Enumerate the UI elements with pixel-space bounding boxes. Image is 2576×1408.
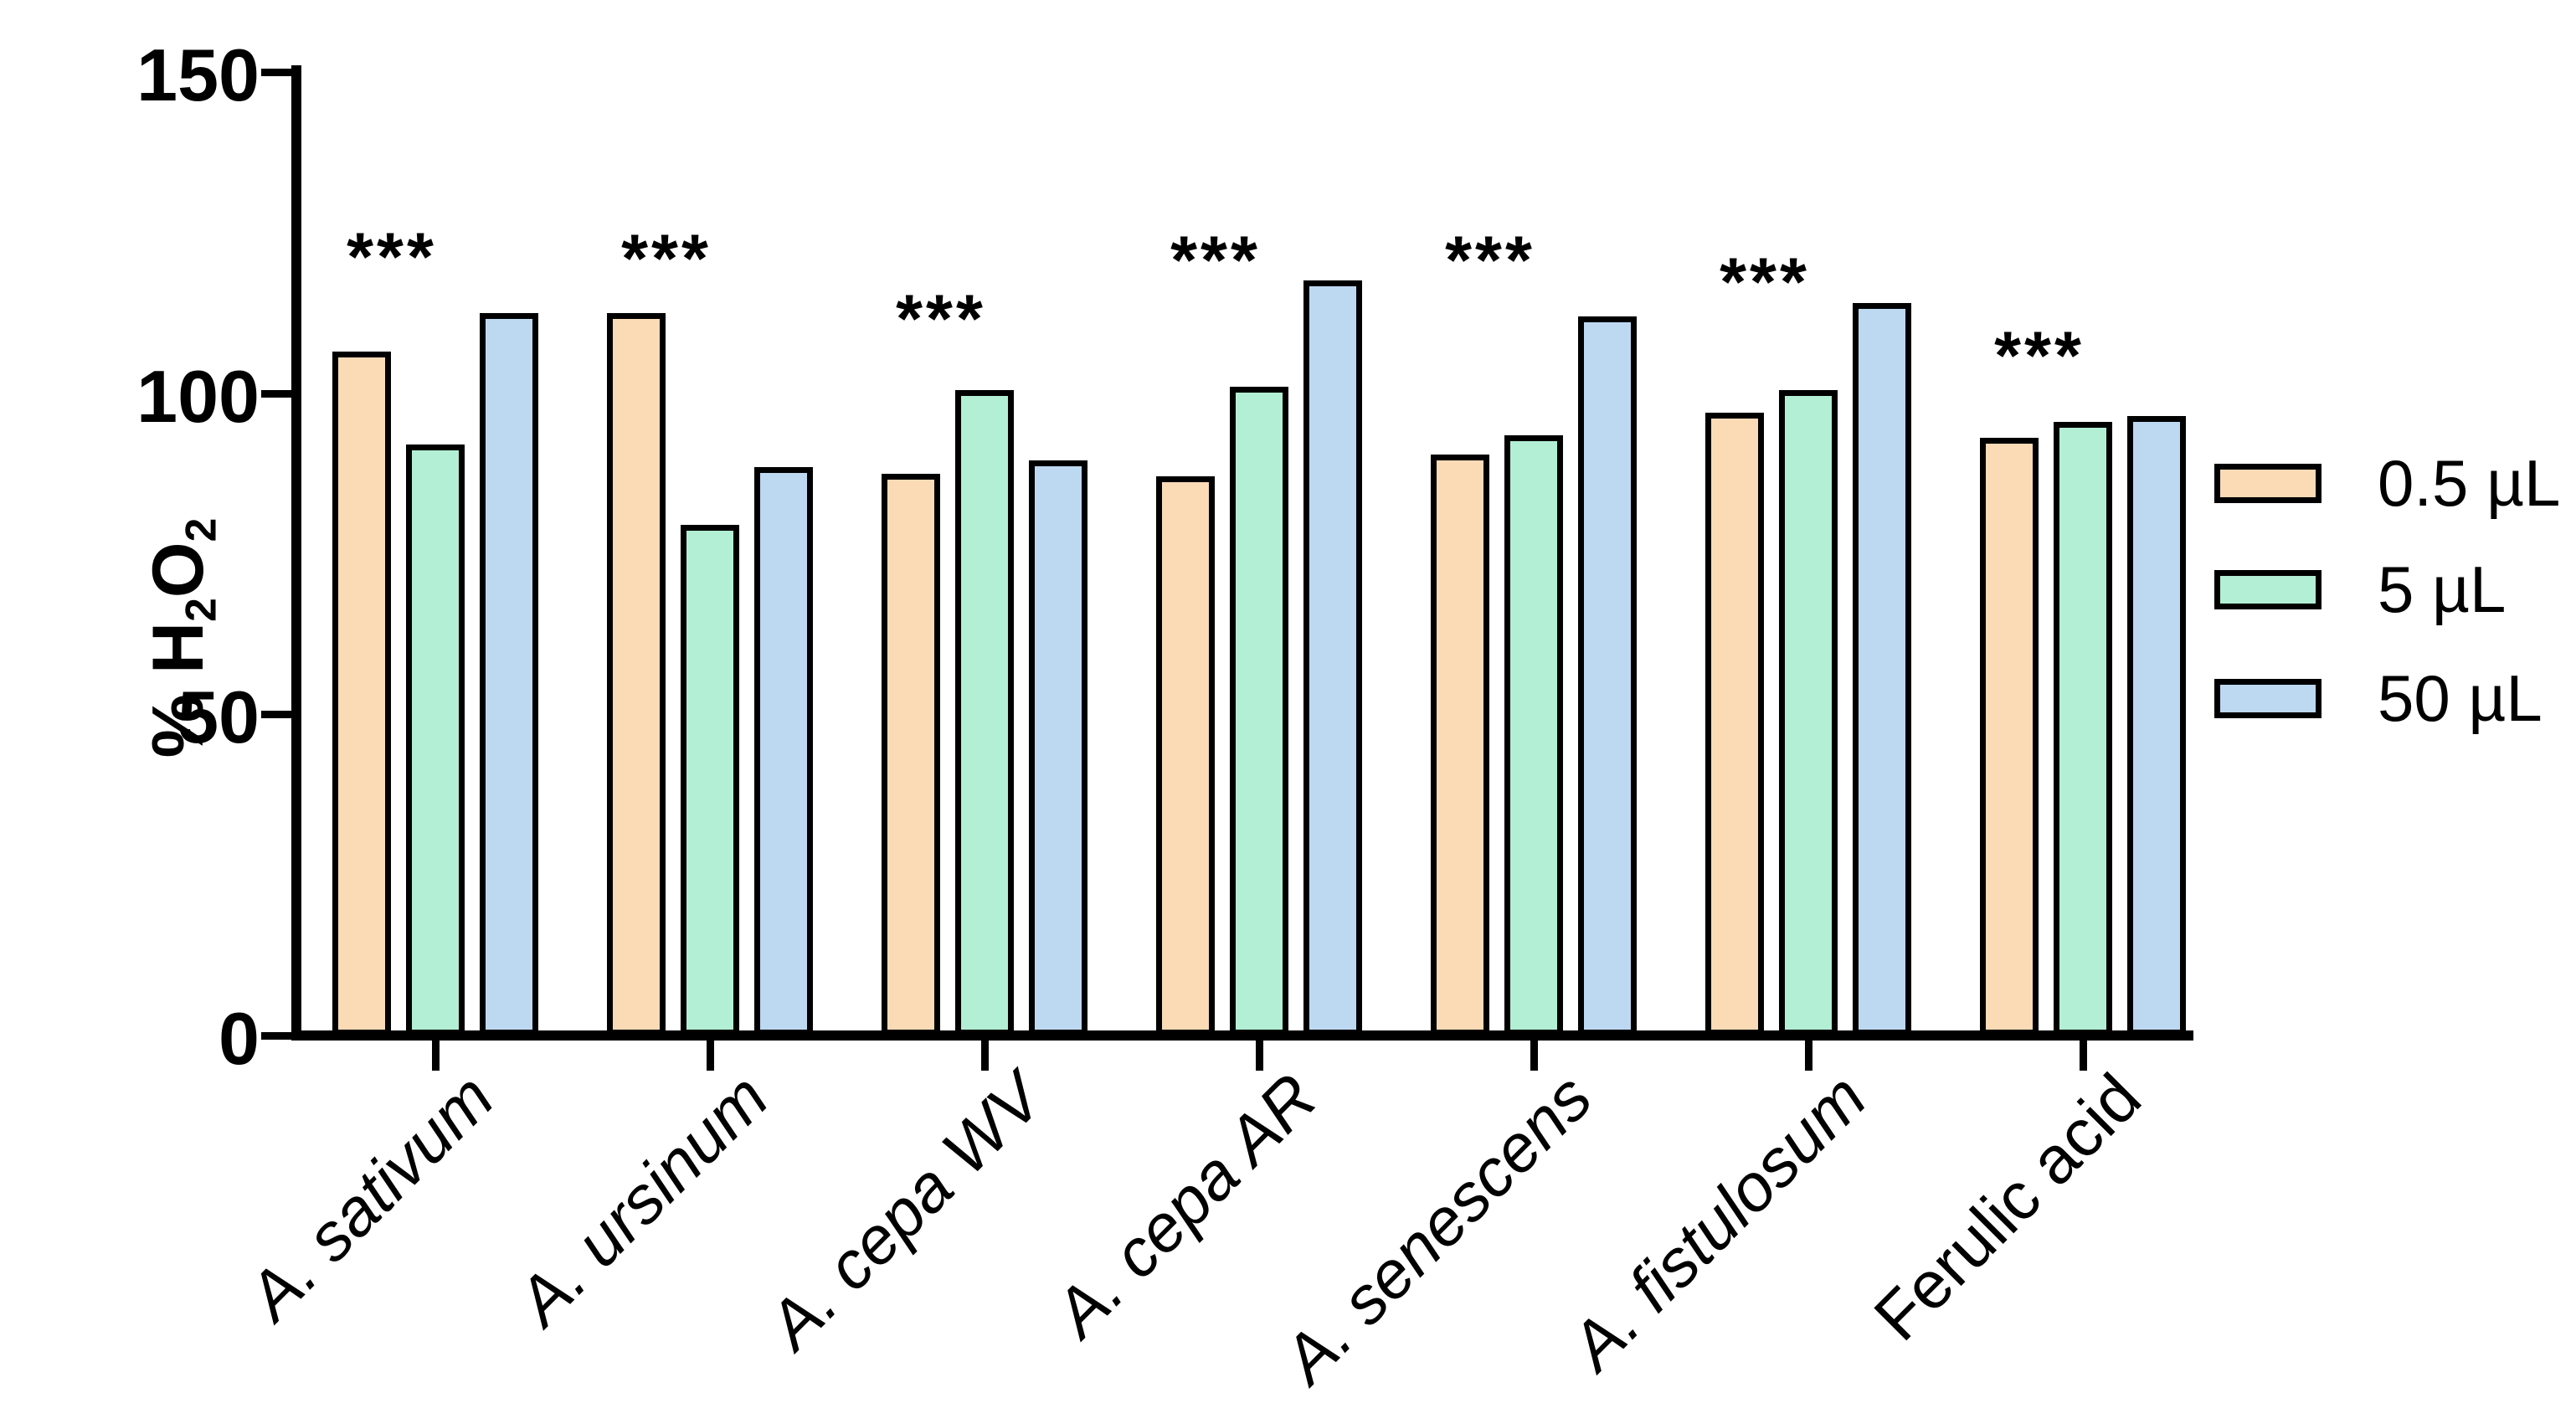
bar [1779,389,1838,1035]
x-tick [1256,1041,1263,1071]
x-tick [432,1041,440,1071]
significance-stars: *** [1445,223,1535,299]
y-tick [261,389,291,398]
y-tick [261,711,291,719]
y-axis-title-subscript: 2 [176,598,225,622]
x-tick [707,1041,714,1071]
x-category-label: Ferulic acid [1859,1059,2155,1355]
bar [882,473,940,1035]
legend-label: 0.5 µL [2378,446,2561,520]
bar [955,389,1014,1035]
bar [1578,316,1637,1035]
bar [1504,434,1563,1035]
bar [607,312,666,1035]
legend-swatch [2214,464,2321,503]
bar [1431,454,1489,1035]
x-category-label: A. sativum [233,1059,507,1333]
y-tick-label: 100 [136,354,260,438]
legend-label: 50 µL [2378,661,2543,735]
y-axis-line [291,65,301,1041]
bar [1230,387,1288,1035]
x-category-label: A. fistulosum [1556,1059,1880,1384]
legend-label: 5 µL [2378,552,2507,626]
significance-stars: *** [621,221,712,297]
y-tick-label: 50 [177,676,260,759]
bar [2127,415,2186,1035]
bar [1303,280,1362,1035]
bar [1156,476,1215,1035]
legend-swatch [2214,679,2321,718]
bar [2054,422,2112,1035]
x-tick [2080,1041,2087,1071]
x-category-label: A. ursinum [502,1059,782,1339]
y-tick-label: 0 [219,997,260,1080]
x-category-label: A. cepa WV [753,1059,1057,1363]
significance-stars: *** [896,281,986,357]
bar [681,524,739,1035]
x-category-label: A. cepa AR [1040,1059,1331,1350]
x-tick [1805,1041,1812,1071]
x-tick [981,1041,989,1071]
significance-stars: *** [1994,318,2085,394]
bar [332,351,391,1035]
x-tick [1530,1041,1538,1071]
bar [1853,303,1911,1035]
significance-stars: *** [347,219,437,295]
bar [406,444,465,1035]
y-tick [261,69,291,77]
y-tick-label: 150 [136,33,260,117]
bar [480,312,538,1035]
significance-stars: *** [1170,223,1261,299]
y-axis-title-text: O [138,542,219,599]
bar [1980,438,2039,1035]
y-tick [261,1032,291,1040]
y-axis-title-subscript: 2 [176,517,225,542]
legend-swatch [2214,570,2321,609]
bar [754,466,813,1035]
bar [1029,460,1087,1035]
significance-stars: *** [1720,244,1810,321]
bar [1705,412,1764,1035]
